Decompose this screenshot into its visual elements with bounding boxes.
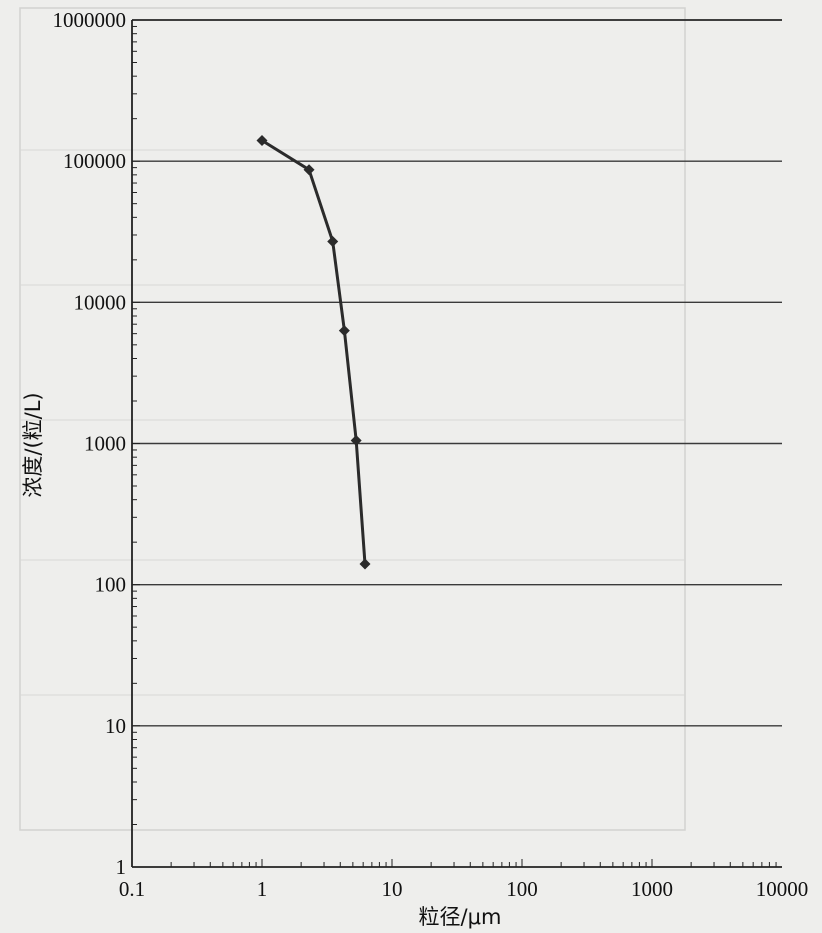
y-tick-label: 100000	[63, 149, 126, 173]
ticks	[131, 25, 777, 868]
data-point	[350, 435, 362, 447]
y-axis-title: 浓度/(粒/L)	[21, 392, 45, 497]
y-tick-label: 1000	[84, 432, 126, 456]
x-tick-label: 10000	[756, 877, 809, 901]
series-layer	[256, 135, 371, 570]
series-line	[261, 139, 367, 565]
data-point	[256, 135, 268, 147]
faint-frame	[19, 7, 686, 831]
y-tick-label: 100	[95, 573, 127, 597]
y-tick-label: 10	[105, 714, 126, 738]
background-layer	[19, 7, 686, 831]
x-tick-label: 0.1	[119, 877, 145, 901]
y-tick-label: 10000	[74, 290, 127, 314]
x-tick-label: 1000	[631, 877, 673, 901]
y-tick-label: 1	[116, 855, 127, 879]
data-point	[303, 164, 315, 176]
data-point	[338, 325, 350, 337]
data-point	[359, 558, 371, 570]
x-tick-label: 1	[257, 877, 268, 901]
x-tick-label: 100	[506, 877, 538, 901]
x-tick-label: 10	[382, 877, 403, 901]
y-tick-label: 1000000	[53, 8, 127, 32]
data-point	[327, 235, 339, 247]
x-axis-title: 粒径/μm	[419, 905, 502, 929]
